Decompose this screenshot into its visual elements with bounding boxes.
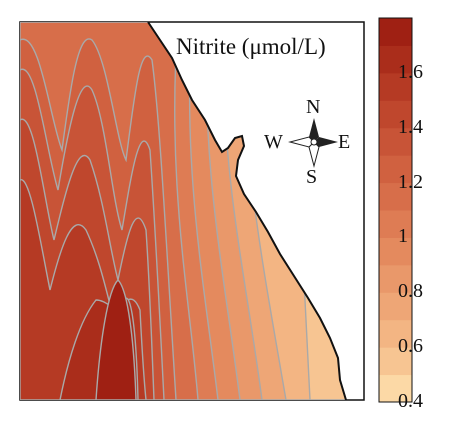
colorbar-band <box>379 100 412 129</box>
colorbar-band <box>379 155 412 184</box>
colorbar-band <box>379 347 412 376</box>
colorbar-band <box>379 319 412 348</box>
colorbar-tick-label: 0.4 <box>398 390 423 412</box>
map-title: Nitrite (μmol/L) <box>176 34 326 59</box>
colorbar-band <box>379 292 412 321</box>
colorbar-tick-label: 0.8 <box>398 280 423 303</box>
contour-field <box>20 22 346 400</box>
colorbar-band <box>379 182 412 211</box>
colorbar-band <box>379 45 412 74</box>
contour-band-13 <box>95 279 137 400</box>
colorbar-frame <box>378 17 413 403</box>
colorbar-tick-label: 1.6 <box>398 60 423 83</box>
compass-south-label: S <box>306 166 318 188</box>
compass-rose <box>288 118 338 168</box>
colorbar-tick-label: 0.6 <box>398 335 423 358</box>
colorbar-bands <box>379 18 412 403</box>
colorbar-tick-label: 1 <box>398 225 408 248</box>
compass-west-label: W <box>264 131 283 153</box>
colorbar-band <box>379 374 412 403</box>
colorbar-tick-label: 1.2 <box>398 170 423 193</box>
colorbar-band <box>379 127 412 156</box>
compass-east-label: E <box>338 131 351 153</box>
colorbar-band <box>379 210 412 238</box>
colorbar-band <box>379 264 412 293</box>
colorbar-band <box>379 72 412 101</box>
coastline <box>147 21 347 401</box>
colorbar-band <box>379 237 412 266</box>
colorbar-tick-label: 1.4 <box>398 115 423 138</box>
colorbar-band <box>379 18 412 46</box>
compass-north-label: N <box>306 96 321 118</box>
